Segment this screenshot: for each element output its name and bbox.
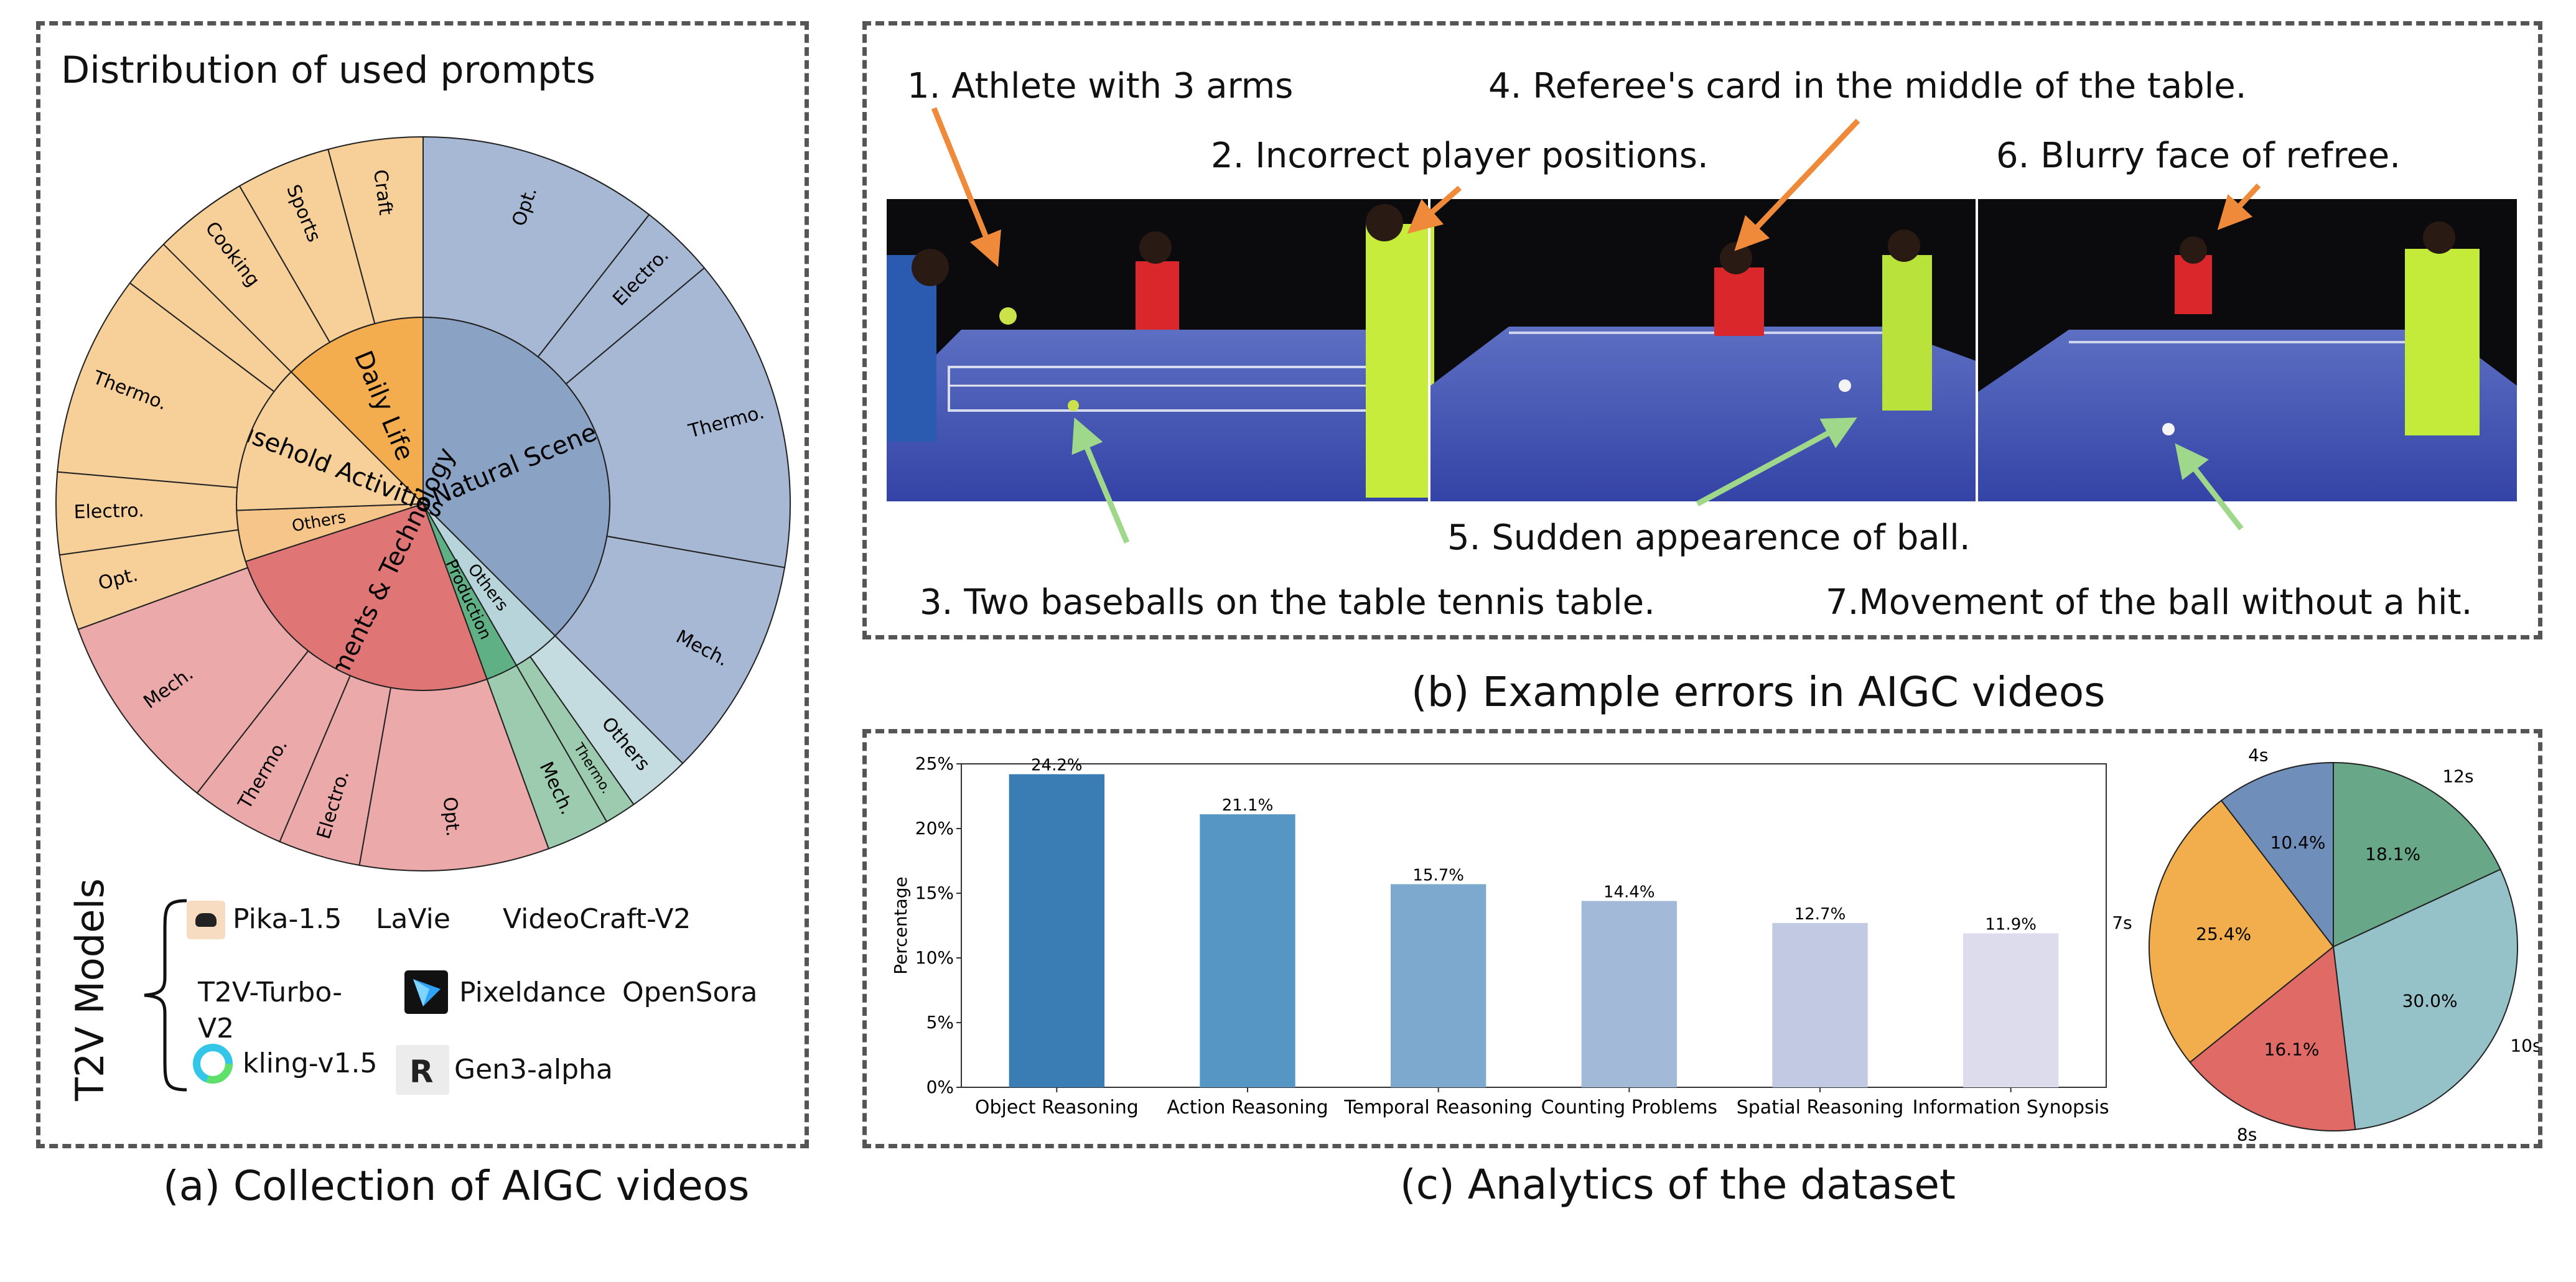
error-6: 6. Blurry face of refree. [1996, 136, 2401, 176]
y-tick-label: 25% [915, 753, 954, 774]
y-axis-label: Percentage [890, 876, 911, 975]
bar [1772, 922, 1868, 1087]
x-tick-label: Information Synopsis [1913, 1097, 2109, 1118]
error-4: 4. Referee's card in the middle of the t… [1488, 66, 2247, 106]
sunburst-outer-wedge [358, 678, 550, 871]
error-3: 3. Two baseballs on the table tennis tab… [920, 582, 1655, 623]
sunburst-outer-wedge [57, 282, 275, 488]
sunburst-outer-label: Electro. [73, 499, 144, 523]
error-2: 2. Incorrect player positions. [1211, 136, 1709, 176]
pie-chart: 18.1% 12s 30.0% 10s 16.1% 8s 25.4% 7s 10.4% 4s [2112, 745, 2539, 1145]
bar [1963, 933, 2059, 1087]
caption-a: (a) Collection of AIGC videos [163, 1162, 750, 1210]
pika-logo-icon [187, 901, 225, 939]
pie-category-label: 8s [2237, 1125, 2257, 1145]
caption-c: (c) Analytics of the dataset [1400, 1161, 1956, 1209]
model-pixeldance: Pixeldance [459, 977, 606, 1008]
sunburst-outer-wedge [422, 136, 650, 358]
models-label: T2V Models [67, 878, 113, 1101]
model-pika: Pika-1.5 [233, 903, 342, 935]
x-tick-label: Action Reasoning [1167, 1097, 1328, 1118]
error-1: 1. Athlete with 3 arms [907, 66, 1294, 106]
pie-slice [2189, 945, 2356, 1131]
gen3-logo-icon: R [396, 1045, 449, 1095]
bar-value-label: 11.9% [1985, 915, 2037, 934]
pie-category-label: 4s [2248, 745, 2268, 766]
bar-plot-frame [961, 763, 2107, 1088]
pie-slice [2220, 761, 2334, 949]
model-lavie: LaVie [376, 903, 450, 935]
panel-a [36, 21, 809, 1148]
sunburst-outer-wedge [77, 567, 309, 794]
sunburst-chart: Daily Life Natural ScenesOthersProduction… [55, 136, 791, 871]
y-tick-label: 20% [915, 818, 954, 838]
pie-pct-label: 25.4% [2196, 924, 2251, 944]
bar [1581, 901, 1677, 1087]
y-tick-label: 5% [926, 1012, 954, 1033]
pie-pct-label: 16.1% [2264, 1039, 2320, 1060]
models-brace [144, 899, 187, 1092]
caption-b: (b) Example errors in AIGC videos [1411, 668, 2106, 716]
pie-slice [2333, 761, 2501, 948]
sunburst-outer-wedge [554, 535, 786, 764]
bar-value-label: 14.4% [1603, 883, 1655, 901]
sunburst-outer-label: Opt. [439, 796, 464, 838]
error-5: 5. Sudden appearence of ball. [1447, 518, 1971, 558]
pie-slice [2332, 868, 2518, 1131]
pie-slice [2149, 799, 2335, 1064]
model-gen3: Gen3-alpha [454, 1054, 613, 1085]
pie-category-label: 10s [2510, 1036, 2539, 1056]
sunburst-outer-wedge [327, 136, 424, 325]
sunburst-outer-wedge [565, 267, 791, 569]
bar-value-label: 21.1% [1222, 796, 1274, 815]
y-tick-label: 10% [915, 947, 954, 968]
y-tick-label: 0% [926, 1077, 954, 1097]
bar-value-label: 12.7% [1794, 905, 1846, 924]
bar-chart: 0% 5% 10% 15% 20% 25% Percentage 24.2% Object Re… [890, 753, 2109, 1118]
pie-category-label: 12s [2442, 766, 2473, 787]
example-frames [887, 199, 2517, 501]
model-t2v-turbo-v2: V2 [198, 1013, 235, 1044]
bar [1391, 884, 1486, 1087]
x-tick-label: Counting Problems [1541, 1097, 1717, 1118]
pie-category-label: 7s [2112, 913, 2132, 933]
bar-value-label: 15.7% [1412, 866, 1464, 885]
x-tick-label: Temporal Reasoning [1343, 1097, 1533, 1118]
pie-pct-label: 10.4% [2270, 832, 2326, 853]
x-tick-label: Object Reasoning [975, 1097, 1139, 1118]
model-kling: kling-v1.5 [243, 1047, 378, 1079]
pie-pct-label: 18.1% [2365, 843, 2420, 864]
kling-logo-icon [190, 1041, 235, 1086]
error-7: 7.Movement of the ball without a hit. [1826, 582, 2473, 623]
sunburst-title: Distribution of used prompts [61, 49, 595, 92]
y-tick-label: 15% [915, 883, 954, 903]
x-tick-label: Spatial Reasoning [1737, 1097, 1904, 1118]
bar-value-label: 24.2% [1031, 756, 1083, 775]
bar [1009, 774, 1104, 1087]
model-t2v-turbo: T2V-Turbo- [198, 977, 342, 1008]
bar [1200, 814, 1295, 1087]
pixeldance-logo-icon [404, 970, 448, 1014]
panel-b [862, 21, 2542, 639]
model-opensora: OpenSora [622, 977, 758, 1008]
pie-pct-label: 30.0% [2402, 991, 2458, 1011]
model-videocraft: VideoCraft-V2 [503, 903, 691, 935]
panel-c [862, 729, 2542, 1148]
error-arrows [931, 107, 2261, 544]
